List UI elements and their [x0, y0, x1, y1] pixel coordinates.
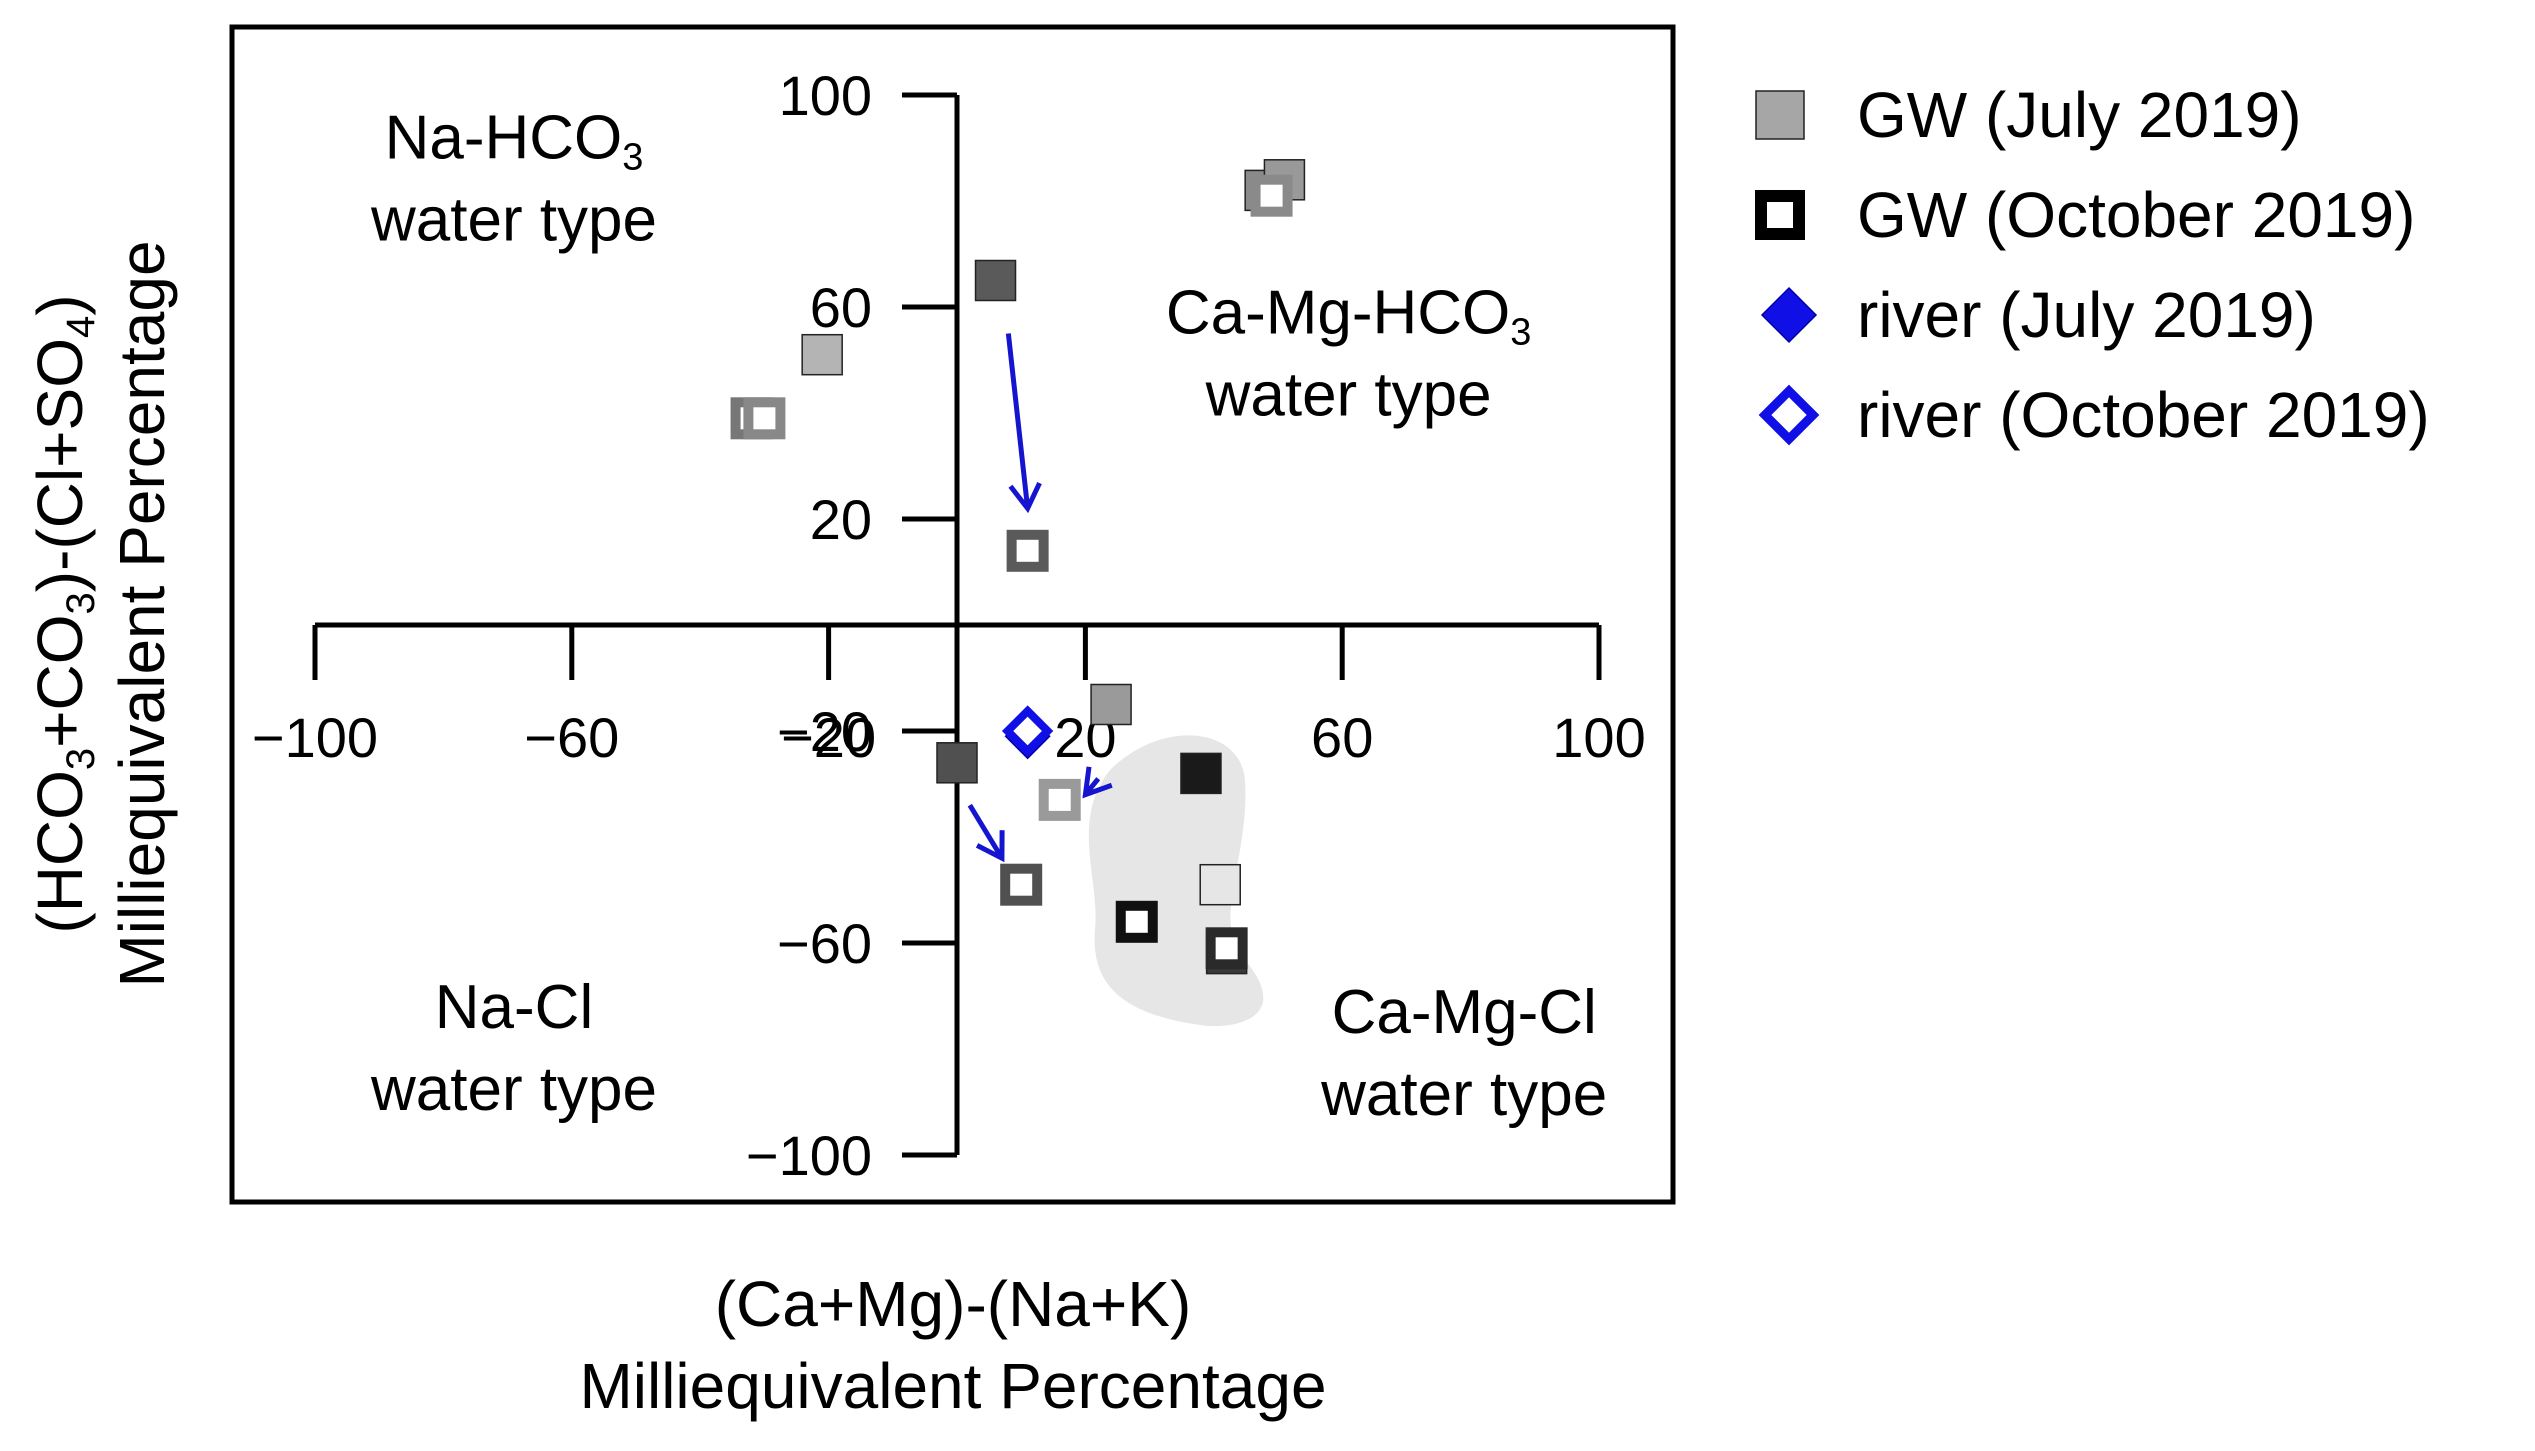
quadrant-label-ca-mg-cl-sub: water type: [1320, 1060, 1607, 1129]
data-point-gw_july: [974, 259, 1017, 302]
data-point-gw_july: [1180, 752, 1222, 795]
trend-arrowhead: [1008, 482, 1042, 514]
data-point-gw_july: [801, 333, 843, 376]
data-point-gw_july: [1090, 683, 1132, 726]
x-axis-title-line1: (Ca+Mg)-(Na+K): [715, 1268, 1192, 1340]
plot-frame: [229, 24, 1676, 1205]
trend-arrowhead: [1082, 766, 1113, 799]
quadrant-label-ca-mg-hco3-sub: water type: [1205, 361, 1492, 430]
marks-group: [730, 159, 1306, 975]
x-tick-label: −60: [524, 706, 619, 769]
arrows-group: [967, 333, 1113, 863]
legend-item: river (October 2019): [1758, 379, 2430, 451]
data-point-gw_july: [936, 742, 978, 784]
data-point-gw_oct: [1006, 529, 1049, 572]
legend-swatch-gw-july: [1755, 90, 1805, 140]
trend-arrow: [1005, 333, 1031, 509]
legend: GW (July 2019) GW (October 2019) river (Ju…: [1755, 79, 2430, 451]
data-point-river_oct: [1001, 705, 1054, 757]
y-axis-title-line1: (HCO3+CO3)-(Cl+SO4): [24, 294, 103, 933]
quadrant-label-ca-mg-hco3: Ca-Mg-HCO3: [1166, 279, 1532, 354]
data-point-gw_oct: [1000, 863, 1043, 906]
legend-label: river (July 2019): [1857, 279, 2316, 351]
quadrant-label-na-hco3: Na-HCO3: [385, 104, 644, 179]
legend-swatch-river-july: [1760, 286, 1818, 344]
x-tick-label: 60: [1311, 706, 1373, 769]
trend-arrow: [967, 803, 1005, 860]
y-tick-label: 60: [810, 276, 872, 339]
quadrant-label-na-hco3-sub: water type: [370, 186, 657, 255]
data-point-gw_oct: [1038, 778, 1081, 821]
legend-label: GW (October 2019): [1857, 179, 2415, 251]
quadrant-label-na-cl-sub: water type: [370, 1055, 657, 1124]
legend-label: GW (July 2019): [1857, 79, 2302, 151]
trend-arrowhead: [975, 830, 1005, 863]
legend-item: GW (July 2019): [1755, 79, 2302, 151]
x-tick-label: −20: [781, 706, 876, 769]
y-tick-label: −20: [777, 700, 872, 763]
data-point-gw_oct: [1205, 927, 1248, 970]
data-point-gw_july: [1199, 863, 1241, 906]
legend-label: river (October 2019): [1857, 379, 2430, 451]
x-tick-label: −100: [252, 706, 378, 769]
legend-item: river (July 2019): [1760, 279, 2316, 351]
data-point-gw_oct: [1115, 900, 1158, 943]
quadrant-label-ca-mg-cl: Ca-Mg-Cl: [1332, 978, 1597, 1047]
y-tick-label: −100: [746, 1124, 872, 1187]
legend-item: GW (October 2019): [1755, 179, 2415, 251]
x-tick-label: 100: [1552, 706, 1645, 769]
quadrant-label-na-cl: Na-Cl: [435, 973, 593, 1042]
legend-swatch-river-october: [1758, 384, 1820, 446]
data-point-gw_oct: [1250, 174, 1293, 217]
data-point-gw_oct: [743, 397, 786, 440]
labels-group: Na-HCO3 water type Ca-Mg-HCO3 water type Na-…: [370, 104, 1607, 1129]
legend-swatch-gw-october: [1755, 190, 1805, 240]
y-tick-label: −60: [777, 912, 872, 975]
y-tick-label: 20: [810, 488, 872, 551]
x-axis-title-line2: Milliequivalent Percentage: [579, 1350, 1326, 1422]
y-tick-label: 100: [779, 64, 872, 127]
y-axis-title-line2: Milliequivalent Percentage: [106, 240, 178, 987]
